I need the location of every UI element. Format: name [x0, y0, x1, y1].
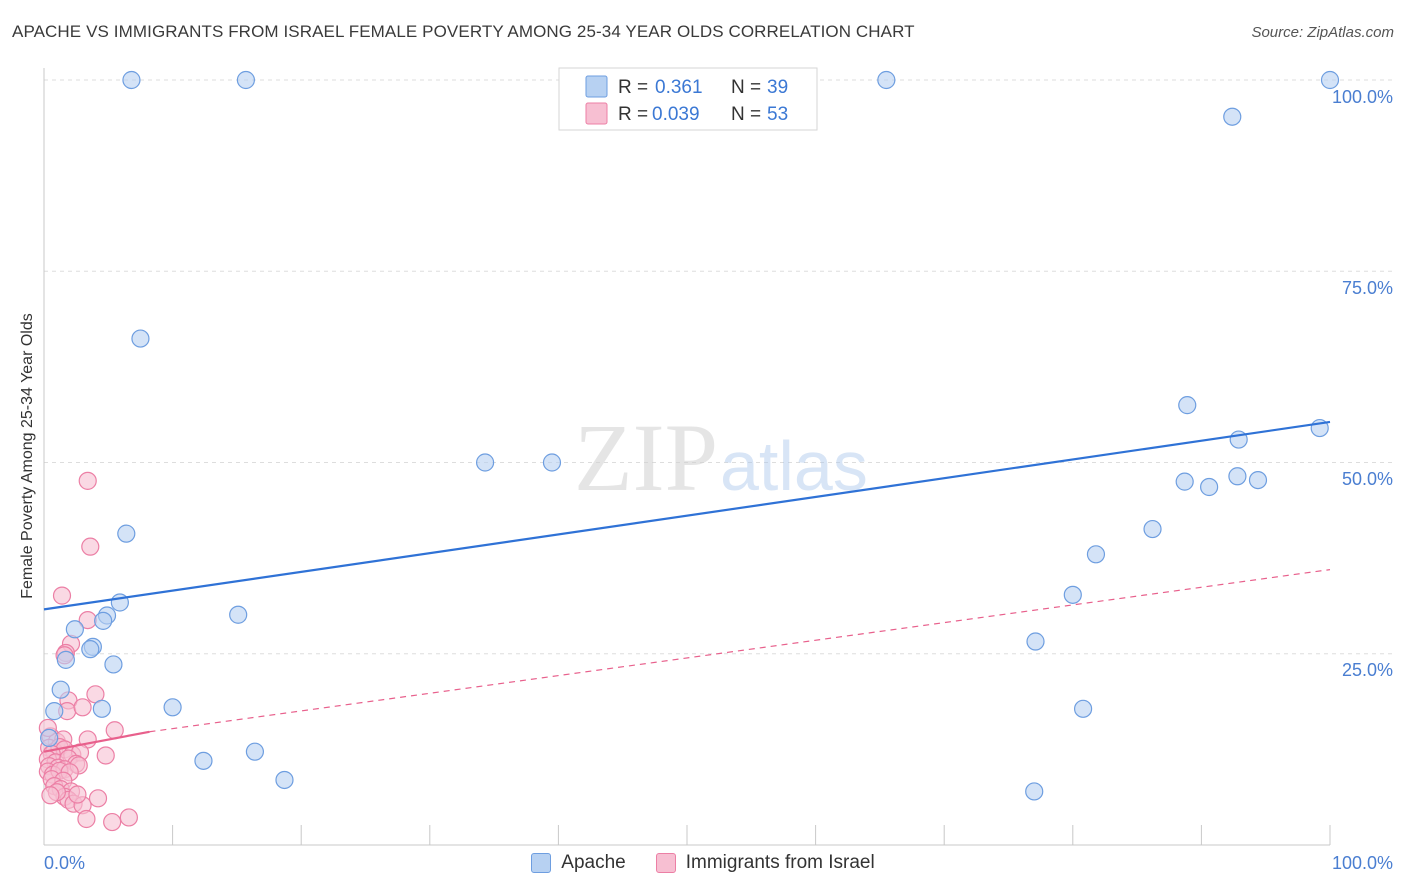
apache-point-4 [1223, 107, 1242, 126]
y-tick-label-2: 50.0% [1342, 469, 1393, 489]
apache-point-10 [542, 453, 562, 472]
apache-point-18 [1063, 585, 1082, 604]
apache-point-37 [275, 770, 294, 790]
legend-swatch-apache-bottom [531, 853, 552, 873]
legend-item-israel[interactable]: Immigrants from Israel [655, 852, 875, 874]
legend-r-value-apache: 0.361 [655, 77, 703, 98]
apache-point-33 [1073, 699, 1093, 718]
israel-point-50 [103, 812, 122, 832]
x-tick-label-0: 0.0% [44, 853, 85, 873]
apache-point-2 [877, 70, 896, 90]
tick-labels: 100.0% 75.0% 50.0% 25.0% 0.0% 100.0% [44, 87, 1393, 873]
apache-point-12 [1200, 477, 1219, 497]
apache-point-0 [122, 70, 141, 90]
legend-r-value-israel: 0.039 [652, 104, 700, 125]
trend-lines [43, 420, 1331, 753]
apache-point-28 [104, 655, 123, 674]
apache-point-29 [51, 680, 70, 699]
legend-r-label-apache: R = [618, 77, 648, 98]
apache-point-13 [1228, 467, 1247, 486]
legend-swatch-israel [585, 102, 608, 125]
apache-point-1 [236, 70, 256, 90]
legend-label-apache: Apache [561, 852, 626, 873]
israel-point-23 [96, 746, 115, 765]
apache-point-38 [1025, 782, 1044, 801]
source-label: Source: ZipAtlas.com [1251, 24, 1394, 41]
legend-r-label-israel: R = [618, 104, 648, 125]
apache-point-20 [229, 605, 248, 624]
y-tick-label-3: 25.0% [1342, 660, 1393, 680]
correlation-legend: R = 0.361 N = 39 R = 0.039 N = 53 [558, 67, 818, 131]
y-tick-label-0: 100.0% [1332, 87, 1393, 107]
israel-point-10 [73, 698, 92, 717]
apache-point-22 [94, 611, 113, 630]
y-tick-label-1: 75.0% [1342, 278, 1393, 298]
israel-point-48 [41, 786, 60, 805]
chart-title: APACHE VS IMMIGRANTS FROM ISRAEL FEMALE … [12, 22, 915, 41]
apache-points [40, 70, 1340, 801]
apache-point-9 [475, 453, 495, 472]
apache-point-36 [194, 751, 213, 770]
israel-point-0 [78, 471, 97, 490]
israel-trend-line-solid [43, 730, 150, 753]
apache-point-34 [40, 728, 59, 748]
apache-point-5 [131, 329, 150, 348]
apache-point-32 [92, 699, 111, 718]
legend-n-label-israel: N = [731, 104, 761, 125]
israel-point-1 [81, 537, 100, 556]
legend-n-value-israel: 53 [767, 104, 788, 125]
israel-points [38, 471, 138, 832]
apache-point-3 [1320, 70, 1340, 90]
legend-swatch-israel-bottom [655, 853, 676, 873]
apache-point-35 [245, 742, 265, 761]
israel-point-46 [68, 785, 87, 804]
legend-item-apache[interactable]: Apache [531, 852, 626, 874]
apache-point-31 [45, 702, 64, 721]
apache-point-16 [117, 524, 136, 543]
watermark-zip: ZIP [574, 404, 718, 511]
apache-point-27 [56, 650, 75, 669]
apache-point-26 [81, 640, 100, 659]
axes [43, 68, 1331, 846]
apache-point-14 [1248, 470, 1268, 490]
israel-point-49 [77, 809, 96, 829]
apache-point-30 [163, 698, 182, 717]
apache-point-15 [1143, 519, 1162, 539]
legend-label-israel: Immigrants from Israel [685, 852, 875, 873]
israel-point-45 [88, 789, 108, 808]
apache-trend-line [43, 420, 1331, 611]
apache-point-6 [1178, 396, 1197, 415]
israel-trend-line-dashed [149, 569, 1331, 733]
legend-n-label-apache: N = [731, 77, 761, 98]
grid-lines [44, 79, 1392, 655]
israel-point-2 [52, 586, 72, 605]
israel-point-51 [119, 808, 138, 827]
series-legend: Apache Immigrants from Israel [0, 852, 1406, 874]
legend-n-value-apache: 39 [767, 77, 788, 98]
apache-point-11 [1175, 472, 1194, 491]
legend-swatch-apache [585, 75, 608, 98]
apache-point-17 [1086, 545, 1106, 564]
apache-point-24 [1026, 632, 1045, 651]
apache-point-23 [65, 620, 84, 639]
x-tick-label-1: 100.0% [1332, 853, 1393, 873]
